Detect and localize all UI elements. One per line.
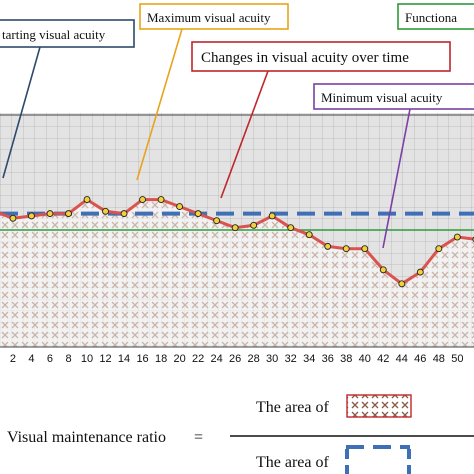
x-tick-label: 34 [303,353,315,365]
data-point-3 [46,210,54,218]
data-point-10 [176,203,184,211]
callout-starting-box [0,19,135,48]
callout-maximum: Maximum visual acuity [136,3,289,181]
data-point-9 [157,196,165,204]
x-tick-label: 26 [229,353,241,365]
data-point-14 [250,221,258,229]
data-point-5 [83,196,91,204]
callout-minimum-pointer [382,108,411,249]
x-tick-label: 42 [377,353,389,365]
formula-equals: = [194,429,203,446]
data-point-1 [9,214,17,222]
callout-changes-box [191,41,451,72]
callout-minimum-text: Minimum visual acuity [321,90,443,105]
callout-minimum-box [313,83,474,110]
x-tick-label: 20 [173,353,185,365]
callout-starting-text: tarting visual acuity [2,27,106,42]
callout-maximum-pointer [136,28,183,181]
x-tick-label: 36 [322,353,334,365]
numerator-hatch-swatch [346,394,412,418]
x-tick-label: 10 [81,353,93,365]
x-tick-label: 48 [433,353,445,365]
data-point-18 [324,242,332,250]
callout-minimum: Minimum visual acuity [313,83,474,249]
x-tick-label: 16 [136,353,148,365]
formula-numerator-text: The area of [256,399,330,416]
x-tick-label: 8 [65,353,71,365]
formula-lhs: Visual maintenance ratio [7,429,166,446]
data-point-21 [379,266,387,274]
data-point-15 [268,212,276,220]
x-tick-label: 12 [99,353,111,365]
data-point-20 [361,245,369,253]
callout-changes-pointer [220,70,269,199]
denominator-dashed-swatch [345,445,411,474]
data-point-16 [287,224,295,232]
data-point-17 [305,231,313,239]
area-fill-white [0,199,474,347]
data-point-19 [342,245,350,253]
x-tick-label: 18 [155,353,167,365]
x-tick-label: 24 [211,353,223,365]
formula-denominator-text: The area of [256,454,330,471]
data-point-6 [102,207,109,215]
x-tick-labels: 2 4 6 8 10 12 14 16 18 20 22 24 26 28 30 32 34 36 38 40 42 44… [10,353,464,365]
x-tick-label: 2 [10,353,16,365]
x-tick-label: 46 [414,353,426,365]
callout-maximum-text: Maximum visual acuity [147,10,271,25]
x-tick-label: 40 [359,353,371,365]
x-tick-label: 50 [451,353,463,365]
callout-changes-text: Changes in visual acuity over time [201,50,409,66]
x-tick-label: 4 [28,353,34,365]
data-point-25 [453,233,461,241]
x-tick-label: 44 [396,353,408,365]
x-tick-label: 6 [47,353,53,365]
data-point-7 [120,210,128,218]
callout-starting-pointer [2,46,41,179]
data-point-23 [416,268,424,276]
callout-functional-box [397,3,474,30]
x-tick-label: 30 [266,353,278,365]
callout-changes: Changes in visual acuity over time [191,41,451,199]
data-point-24 [435,245,443,253]
callout-starting: tarting visual acuity [0,19,135,179]
data-point-8 [139,196,147,204]
x-tick-label: 22 [192,353,204,365]
data-point-22 [398,280,406,288]
data-points [9,196,474,288]
data-point-2 [28,212,35,220]
data-point-11 [194,210,202,218]
callout-functional-text: Functiona [405,10,457,25]
callout-functional: Functiona [397,3,474,30]
x-tick-label: 28 [248,353,260,365]
callout-maximum-box [139,3,289,30]
data-point-4 [65,210,72,218]
data-point-13 [231,224,239,232]
data-point-12 [213,217,221,225]
x-tick-label: 38 [340,353,352,365]
x-tick-label: 14 [118,353,130,365]
x-tick-label: 32 [285,353,297,365]
